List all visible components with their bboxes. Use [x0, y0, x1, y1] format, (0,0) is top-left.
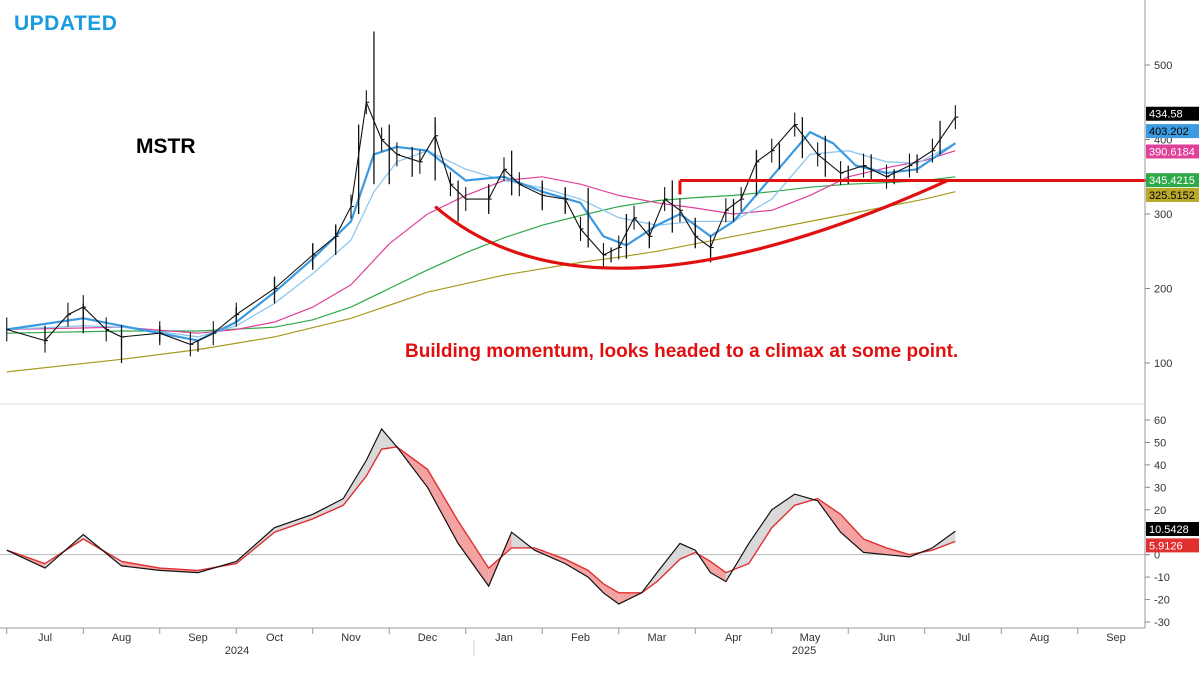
- last-value-tag: [1146, 187, 1199, 202]
- macd-histogram-fill: [565, 559, 589, 578]
- price-axis-label: 200: [1154, 284, 1172, 296]
- month-label: Oct: [266, 632, 283, 644]
- price-axis-label: 100: [1154, 358, 1172, 370]
- macd-value-text: 5.9126: [1149, 540, 1183, 552]
- macd-histogram-fill: [274, 514, 313, 533]
- last-value-text: 325.5152: [1149, 190, 1195, 202]
- ticker-symbol: MSTR: [136, 135, 196, 158]
- last-value-tag: [1146, 124, 1199, 139]
- axes: 100200300400500-30-20-100102030405060434…: [0, 0, 1199, 657]
- macd-histogram-fill: [366, 428, 382, 477]
- month-label: Jan: [495, 632, 513, 644]
- macd-histogram-fill: [748, 509, 772, 564]
- macd-histogram-fill: [771, 494, 795, 528]
- last-value-tag: [1146, 144, 1199, 159]
- macd-axis-label: 60: [1154, 415, 1166, 427]
- macd-axis-label: 50: [1154, 437, 1166, 449]
- month-label: Jul: [956, 632, 970, 644]
- year-label: 2024: [225, 645, 249, 657]
- price-panel: [6, 31, 1147, 373]
- macd-histogram-fill: [863, 538, 887, 555]
- macd-histogram-fill: [840, 514, 864, 553]
- macd-axis-label: 20: [1154, 505, 1166, 517]
- month-label: Apr: [725, 632, 742, 644]
- macd-histogram-fill: [679, 543, 696, 560]
- macd-axis-label: -10: [1154, 572, 1170, 584]
- month-label: Aug: [1030, 632, 1050, 644]
- updated-label: UPDATED: [14, 12, 118, 35]
- ma-line-ema_slow: [6, 142, 956, 338]
- month-label: Sep: [1106, 632, 1126, 644]
- macd-axis-label: -30: [1154, 617, 1170, 629]
- last-value-text: 390.6184: [1149, 146, 1195, 158]
- month-label: Mar: [648, 632, 667, 644]
- macd-histogram-fill: [343, 460, 367, 506]
- macd-value-text: 10.5428: [1149, 524, 1189, 536]
- macd-histogram-fill: [588, 570, 604, 593]
- price-axis-label: 500: [1154, 60, 1172, 72]
- chart-annotation: Building momentum, looks headed to a cli…: [405, 341, 959, 362]
- month-label: Jul: [38, 632, 52, 644]
- macd-histogram-fill: [427, 469, 459, 544]
- macd-histogram-fill: [657, 543, 680, 582]
- month-label: Feb: [571, 632, 590, 644]
- macd-axis-label: -20: [1154, 595, 1170, 607]
- month-label: Dec: [418, 632, 438, 644]
- macd-histogram-fill: [794, 494, 818, 506]
- month-label: May: [800, 632, 821, 644]
- last-value-text: 403.202: [1149, 126, 1189, 138]
- macd-axis-label: 30: [1154, 482, 1166, 494]
- ma-line-sma_olive: [6, 191, 956, 373]
- macd-histogram-fill: [603, 583, 619, 605]
- month-label: Sep: [188, 632, 208, 644]
- last-value-text: 434.58: [1149, 109, 1183, 121]
- macd-histogram-fill: [511, 532, 535, 551]
- macd-histogram-fill: [458, 521, 489, 587]
- last-value-tag: [1146, 173, 1199, 188]
- macd-value-tag: [1146, 538, 1199, 553]
- rounding-bottom-arc: [434, 179, 949, 270]
- macd-line: [6, 427, 956, 605]
- macd-histogram-fill: [710, 561, 726, 582]
- macd-panel: [0, 427, 1145, 605]
- last-value-text: 345.4215: [1149, 175, 1195, 187]
- month-label: Jun: [878, 632, 896, 644]
- macd-axis-label: 40: [1154, 460, 1166, 472]
- ma-line-sma_green: [6, 176, 956, 334]
- ma-line-sma_pink: [6, 150, 956, 334]
- month-label: Aug: [112, 632, 132, 644]
- month-label: Nov: [341, 632, 361, 644]
- macd-axis-label: 0: [1154, 550, 1160, 562]
- year-label: 2025: [792, 645, 816, 657]
- macd-value-tag: [1146, 522, 1199, 537]
- macd-histogram-fill: [312, 498, 344, 519]
- last-value-tag: [1146, 106, 1199, 121]
- price-axis-label: 300: [1154, 209, 1172, 221]
